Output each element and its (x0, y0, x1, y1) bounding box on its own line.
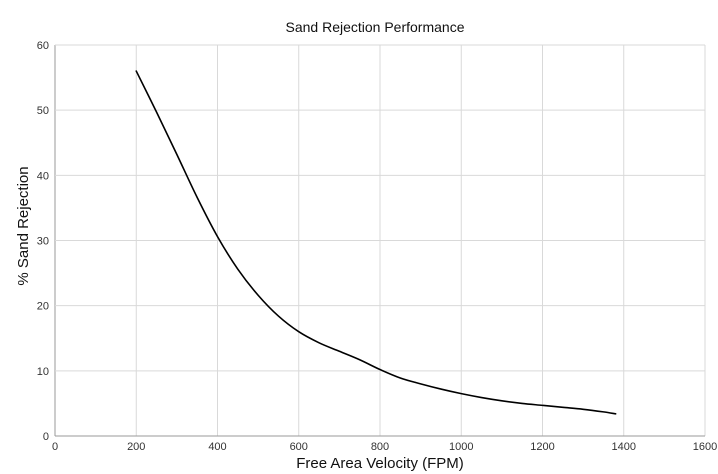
chart-title: Sand Rejection Performance (286, 19, 465, 35)
x-tick-label: 800 (371, 441, 389, 453)
series-layer (135, 70, 617, 415)
y-tick-label: 30 (37, 236, 49, 248)
x-tick-label: 1600 (693, 441, 717, 453)
y-tick-label: 50 (37, 105, 49, 117)
series-line (135, 70, 617, 415)
x-tick-label: 1200 (530, 441, 554, 453)
x-tick-label: 400 (208, 441, 226, 453)
y-tick-label: 60 (37, 40, 49, 52)
y-tick-label: 20 (37, 301, 49, 313)
x-axis-title: Free Area Velocity (FPM) (296, 455, 464, 472)
x-tick-label: 1400 (612, 441, 636, 453)
y-tick-label: 10 (37, 366, 49, 378)
y-axis-title: % Sand Rejection (15, 166, 32, 285)
grid (54, 44, 706, 437)
x-tick-label: 200 (127, 441, 145, 453)
x-tick-label: 600 (290, 441, 308, 453)
x-tick-label: 0 (52, 441, 58, 453)
y-tick-label: 0 (43, 431, 49, 443)
x-tick-label: 1000 (449, 441, 473, 453)
y-tick-label: 40 (37, 170, 49, 182)
tick-labels: 0 200 400 600 800 1000 1200 1400 1600 0 10 20 30 40 50… (37, 40, 717, 453)
